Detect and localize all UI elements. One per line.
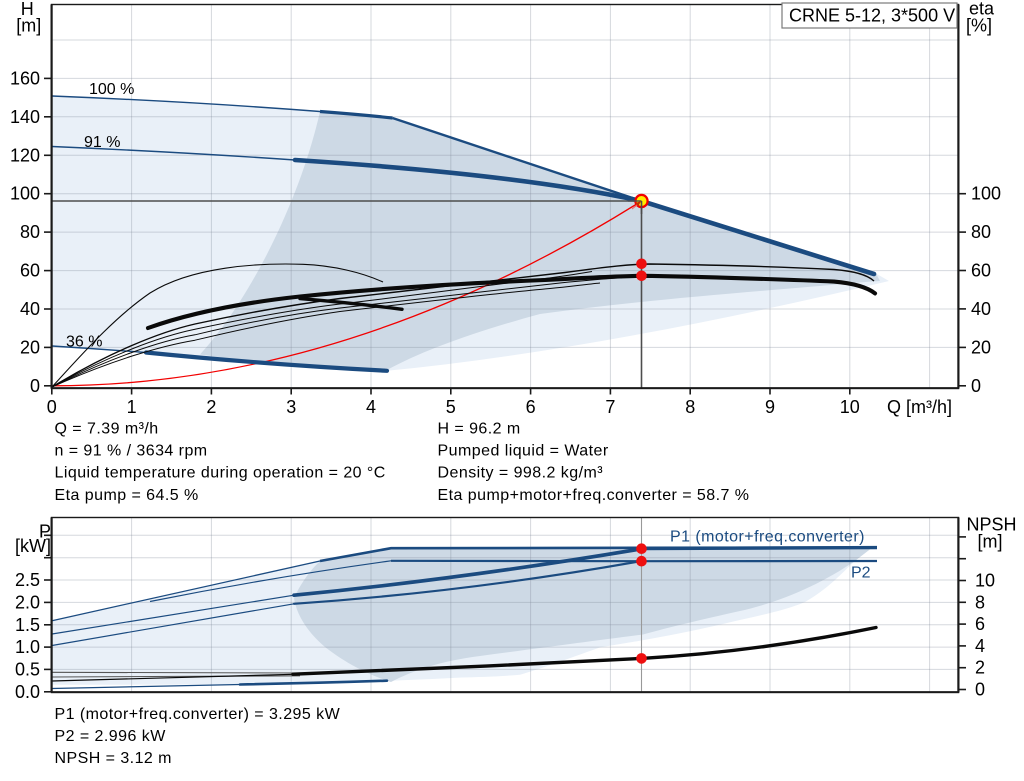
svg-text:NPSH = 3.12 m: NPSH = 3.12 m — [55, 750, 172, 767]
svg-text:80: 80 — [971, 222, 991, 242]
svg-text:5: 5 — [446, 397, 456, 417]
svg-text:10: 10 — [975, 571, 995, 591]
svg-text:7: 7 — [605, 397, 615, 417]
svg-text:1.0: 1.0 — [15, 637, 40, 657]
svg-text:[m]: [m] — [16, 16, 41, 36]
svg-text:Eta pump = 64.5 %: Eta pump = 64.5 % — [55, 487, 199, 504]
svg-text:NPSH: NPSH — [966, 515, 1016, 535]
svg-text:2.0: 2.0 — [15, 592, 40, 612]
svg-text:6: 6 — [975, 614, 985, 634]
svg-text:140: 140 — [10, 107, 40, 127]
svg-text:0: 0 — [971, 376, 981, 396]
svg-text:80: 80 — [20, 222, 40, 242]
svg-text:n = 91 % / 3634 rpm: n = 91 % / 3634 rpm — [55, 443, 208, 460]
svg-text:Pumped liquid = Water: Pumped liquid = Water — [438, 443, 609, 460]
svg-text:P: P — [39, 522, 51, 542]
svg-text:Q = 7.39 m³/h: Q = 7.39 m³/h — [55, 420, 159, 437]
svg-text:60: 60 — [971, 261, 991, 281]
svg-text:[%]: [%] — [966, 16, 992, 36]
svg-text:91 %: 91 % — [84, 134, 120, 151]
svg-text:2.5: 2.5 — [15, 570, 40, 590]
svg-text:eta: eta — [969, 0, 995, 19]
svg-text:20: 20 — [971, 337, 991, 357]
svg-text:0: 0 — [47, 397, 57, 417]
svg-text:0.5: 0.5 — [15, 659, 40, 679]
svg-text:2: 2 — [975, 658, 985, 678]
svg-text:20: 20 — [20, 337, 40, 357]
svg-text:0.0: 0.0 — [15, 682, 40, 702]
svg-text:40: 40 — [20, 299, 40, 319]
svg-text:P1 (motor+freq.converter): P1 (motor+freq.converter) — [670, 529, 865, 546]
svg-text:[kW]: [kW] — [15, 536, 51, 556]
svg-text:40: 40 — [971, 299, 991, 319]
svg-text:4: 4 — [366, 397, 376, 417]
svg-text:P2: P2 — [851, 565, 871, 582]
svg-text:120: 120 — [10, 145, 40, 165]
svg-text:60: 60 — [20, 261, 40, 281]
svg-text:H = 96.2 m: H = 96.2 m — [438, 420, 521, 437]
svg-text:Q [m³/h]: Q [m³/h] — [887, 397, 952, 417]
svg-text:Eta pump+motor+freq.converter: Eta pump+motor+freq.converter = 58.7 % — [438, 487, 750, 504]
svg-text:P2 = 2.996 kW: P2 = 2.996 kW — [55, 728, 167, 745]
svg-text:10: 10 — [840, 397, 860, 417]
svg-text:CRNE 5-12, 3*500 V: CRNE 5-12, 3*500 V — [789, 6, 955, 26]
svg-text:36 %: 36 % — [66, 334, 102, 351]
svg-text:Density = 998.2 kg/m³: Density = 998.2 kg/m³ — [438, 465, 604, 482]
svg-text:6: 6 — [526, 397, 536, 417]
svg-text:3: 3 — [286, 397, 296, 417]
svg-text:1.5: 1.5 — [15, 615, 40, 635]
svg-text:0: 0 — [30, 376, 40, 396]
svg-text:100 %: 100 % — [89, 81, 134, 98]
svg-text:Liquid temperature during oper: Liquid temperature during operation = 20… — [55, 465, 386, 482]
svg-text:100: 100 — [971, 184, 1001, 204]
svg-text:4: 4 — [975, 636, 985, 656]
svg-text:0: 0 — [975, 680, 985, 700]
svg-text:100: 100 — [10, 184, 40, 204]
svg-text:2: 2 — [206, 397, 216, 417]
svg-text:8: 8 — [975, 592, 985, 612]
svg-text:P1 (motor+freq.converter) = 3.: P1 (motor+freq.converter) = 3.295 kW — [55, 706, 341, 723]
svg-text:9: 9 — [765, 397, 775, 417]
svg-text:1: 1 — [127, 397, 137, 417]
svg-text:H: H — [21, 0, 34, 19]
svg-text:160: 160 — [10, 68, 40, 88]
svg-text:[m]: [m] — [978, 532, 1003, 552]
svg-text:8: 8 — [685, 397, 695, 417]
